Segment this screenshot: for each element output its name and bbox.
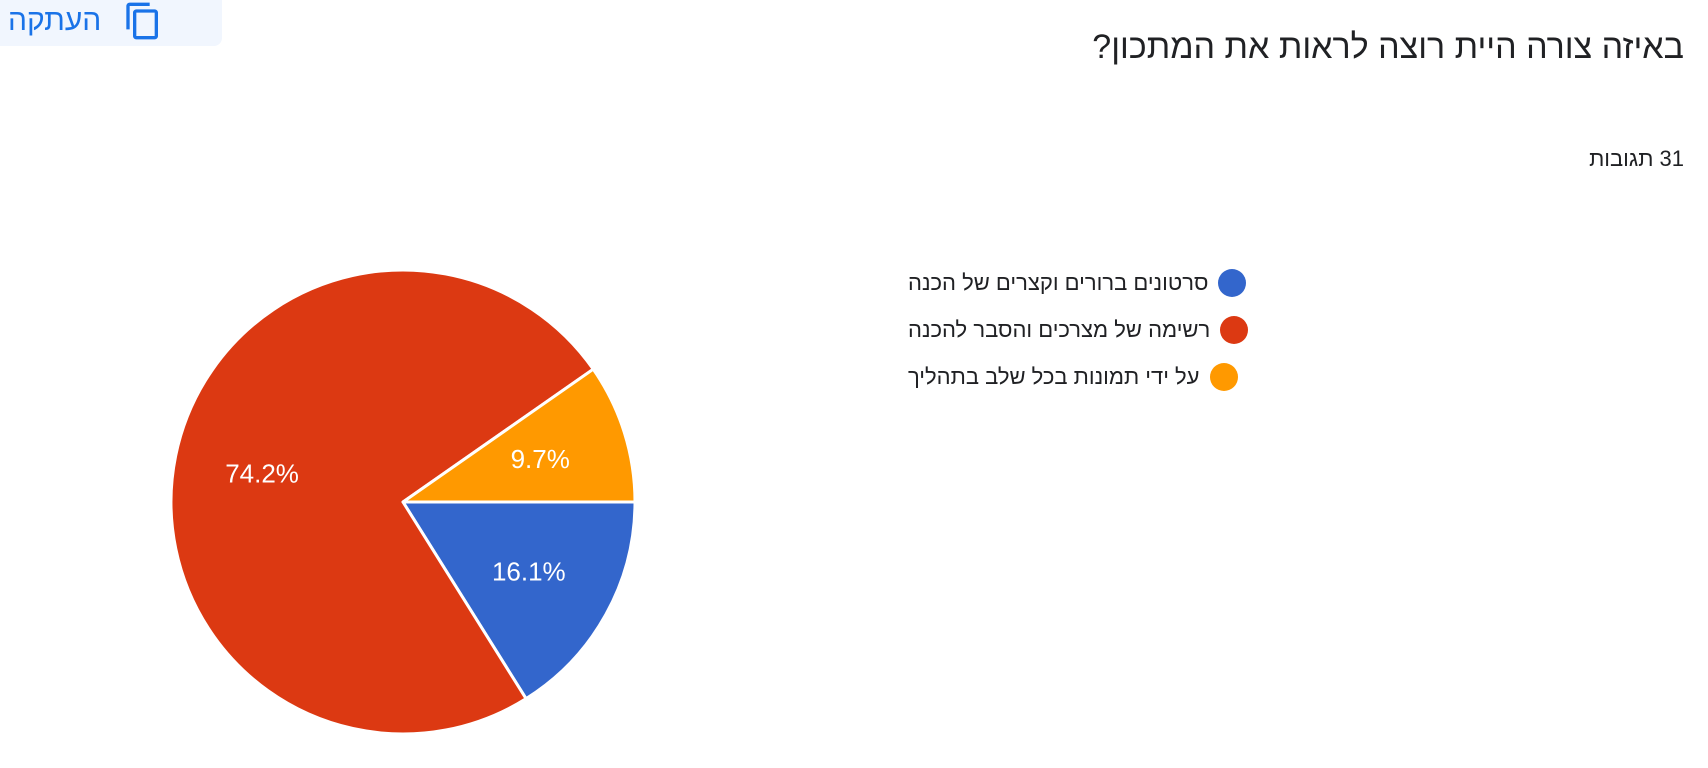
legend-item-3[interactable]: על ידי תמונות בכל שלב בתהליך [908,360,1428,394]
copy-icon [126,2,159,40]
pie-slice-1[interactable] [401,500,637,701]
legend-label: רשימה של מצרכים והסבר להכנה [908,317,1211,342]
legend-swatch [1209,363,1238,391]
copy-button[interactable]: העתקה [0,0,222,46]
pie-chart: 16.1% 74.2% 9.7% [169,268,637,736]
legend-label: על ידי תמונות בכל שלב בתהליך [908,364,1200,389]
legend-swatch [1220,316,1249,344]
legend-label: סרטונים ברורים וקצרים של הכנה [908,270,1209,295]
slice-data-label-1: 16.1% [492,557,566,587]
question-title: באיזה צורה היית רוצה לראות את המתכון? [1092,28,1684,66]
chart-legend: סרטונים ברורים וקצרים של הכנה רשימה של מצ… [908,266,1428,394]
copy-button-label: העתקה [8,4,102,37]
legend-swatch [1218,269,1247,297]
slice-data-label-2: 74.2% [225,458,299,488]
response-count: 31 תגובות [1589,146,1684,171]
legend-item-1[interactable]: סרטונים ברורים וקצרים של הכנה [908,266,1428,300]
pie-slice-2[interactable] [169,268,595,736]
pie-slice-3[interactable] [401,367,637,504]
legend-item-2[interactable]: רשימה של מצרכים והסבר להכנה [908,313,1428,347]
slice-data-label-3: 9.7% [511,444,570,474]
